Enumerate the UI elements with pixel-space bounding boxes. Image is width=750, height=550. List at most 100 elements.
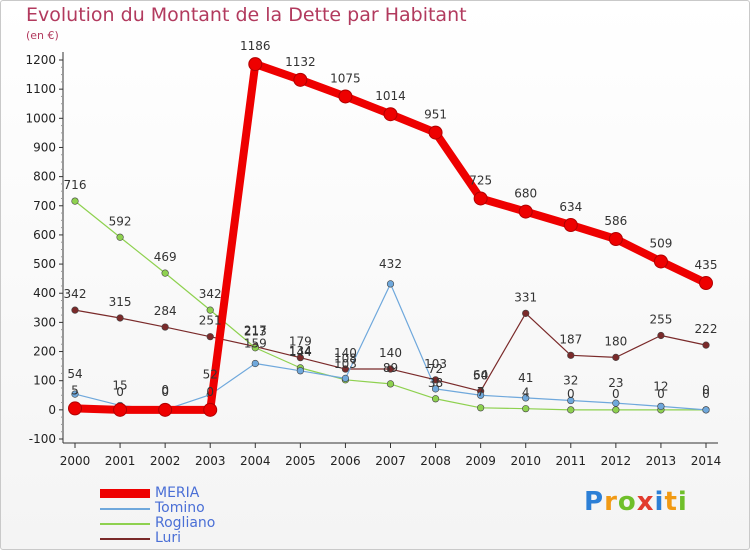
y-tick-label: 900 bbox=[33, 140, 56, 154]
data-label-luri: 103 bbox=[424, 357, 447, 371]
data-label-luri: 251 bbox=[199, 314, 222, 328]
data-point-tomino bbox=[522, 394, 530, 402]
legend-label-rogliano: Rogliano bbox=[155, 515, 216, 531]
y-tick-label: 200 bbox=[33, 345, 56, 359]
data-point-meria bbox=[338, 89, 353, 104]
data-point-rogliano bbox=[386, 380, 395, 388]
data-label-rogliano: 342 bbox=[199, 287, 222, 301]
x-tick-label: 2007 bbox=[375, 454, 406, 468]
data-label-meria: 634 bbox=[559, 200, 582, 214]
data-label-rogliano: 103 bbox=[334, 357, 357, 371]
data-point-rogliano bbox=[567, 406, 575, 414]
x-tick-label: 2012 bbox=[601, 454, 632, 468]
data-point-rogliano bbox=[477, 404, 485, 412]
data-label-rogliano: 0 bbox=[702, 387, 710, 401]
y-tick-label: 500 bbox=[33, 257, 56, 271]
data-point-luri bbox=[567, 351, 575, 359]
data-label-rogliano: 7 bbox=[477, 385, 485, 399]
data-point-rogliano bbox=[522, 405, 530, 413]
data-label-luri: 64 bbox=[473, 368, 488, 382]
data-point-tomino bbox=[567, 396, 575, 405]
logo-letter: i bbox=[677, 487, 688, 517]
x-tick-label: 2004 bbox=[240, 454, 271, 468]
legend-swatch-meria bbox=[100, 489, 150, 498]
data-label-tomino: 41 bbox=[518, 371, 533, 385]
data-label-luri: 179 bbox=[289, 335, 312, 349]
data-label-tomino: 32 bbox=[563, 374, 578, 388]
data-point-tomino bbox=[296, 367, 304, 375]
data-label-rogliano: 0 bbox=[657, 387, 665, 401]
data-label-tomino: 15 bbox=[112, 378, 127, 392]
y-tick-label: 700 bbox=[33, 199, 56, 213]
y-tick-label: 800 bbox=[33, 170, 56, 184]
data-point-meria bbox=[68, 401, 82, 416]
data-label-tomino: 50 bbox=[473, 368, 488, 382]
x-tick-label: 2002 bbox=[150, 454, 181, 468]
data-point-luri bbox=[522, 309, 530, 317]
data-label-meria: 1186 bbox=[240, 39, 271, 53]
data-label-tomino: 0 bbox=[161, 383, 169, 397]
data-point-rogliano bbox=[251, 344, 259, 352]
logo-letter: o bbox=[617, 487, 637, 517]
data-label-meria: 509 bbox=[649, 236, 672, 250]
y-tick-label: 300 bbox=[33, 315, 56, 329]
x-tick-label: 2005 bbox=[285, 454, 316, 468]
data-point-rogliano bbox=[116, 233, 124, 241]
data-point-meria bbox=[293, 72, 308, 87]
data-label-rogliano: 144 bbox=[289, 345, 312, 359]
data-label-luri: 140 bbox=[334, 346, 357, 360]
x-tick-label: 2013 bbox=[646, 454, 677, 468]
y-tick-label: 1200 bbox=[25, 53, 56, 67]
logo-letter: t bbox=[664, 487, 678, 517]
data-label-luri: 255 bbox=[649, 313, 672, 327]
data-point-rogliano bbox=[612, 406, 620, 414]
y-tick-label: 0 bbox=[48, 403, 56, 417]
data-label-rogliano: 469 bbox=[154, 250, 177, 264]
data-point-meria bbox=[203, 402, 218, 417]
y-tick-label: 100 bbox=[33, 374, 56, 388]
data-label-rogliano: 89 bbox=[383, 361, 398, 375]
data-point-luri bbox=[71, 306, 79, 314]
data-label-luri: 217 bbox=[244, 324, 267, 338]
x-tick-label: 2014 bbox=[691, 454, 722, 468]
logo-letter: P bbox=[584, 487, 605, 517]
data-point-rogliano bbox=[431, 395, 440, 403]
data-point-luri bbox=[116, 314, 124, 322]
y-tick-label: 1000 bbox=[25, 111, 56, 125]
y-tick-label: 1100 bbox=[25, 82, 56, 96]
x-tick-label: 2009 bbox=[465, 454, 496, 468]
data-label-luri: 284 bbox=[154, 304, 177, 318]
data-label-tomino: 23 bbox=[608, 376, 623, 390]
data-point-meria bbox=[518, 204, 533, 219]
x-tick-label: 2003 bbox=[195, 454, 226, 468]
data-label-rogliano: 0 bbox=[567, 387, 575, 401]
data-point-meria bbox=[428, 125, 443, 140]
y-tick-label: 400 bbox=[33, 286, 56, 300]
data-point-tomino bbox=[386, 280, 395, 288]
data-point-luri bbox=[657, 331, 665, 340]
data-point-meria bbox=[113, 402, 128, 417]
data-point-meria bbox=[563, 218, 578, 233]
data-label-tomino: 0 bbox=[702, 383, 710, 397]
chart-unit-label: (en €) bbox=[26, 29, 59, 42]
y-tick-label: 600 bbox=[33, 228, 56, 242]
data-point-luri bbox=[296, 354, 304, 362]
data-point-luri bbox=[386, 365, 395, 373]
data-label-meria: 725 bbox=[469, 173, 492, 187]
data-point-tomino bbox=[341, 374, 350, 382]
data-label-meria: 1132 bbox=[285, 55, 316, 69]
data-point-luri bbox=[702, 341, 710, 349]
logo-letter: x bbox=[636, 487, 655, 517]
logo-letter: i bbox=[654, 487, 665, 517]
data-label-luri: 187 bbox=[559, 332, 582, 346]
x-tick-label: 2000 bbox=[60, 454, 91, 468]
data-label-tomino: 72 bbox=[428, 362, 443, 376]
data-point-meria bbox=[653, 254, 668, 269]
data-label-rogliano: 0 bbox=[612, 387, 620, 401]
data-point-tomino bbox=[477, 391, 485, 399]
data-point-tomino bbox=[251, 359, 259, 368]
data-label-meria: 1075 bbox=[330, 71, 361, 85]
data-point-tomino bbox=[702, 406, 710, 414]
data-label-meria: 0 bbox=[206, 385, 214, 399]
